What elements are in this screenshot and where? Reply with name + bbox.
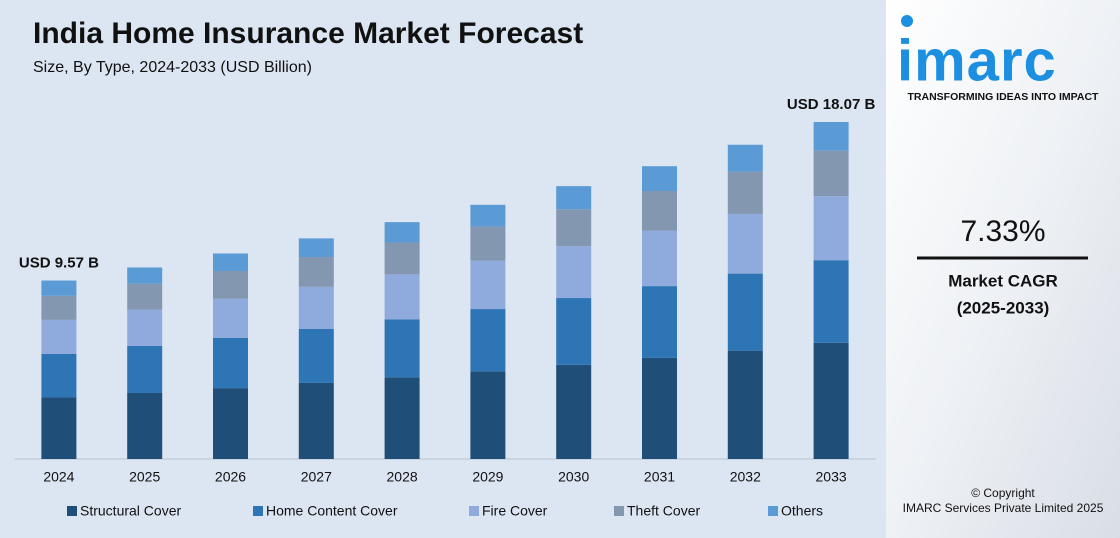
bar-segment: [642, 191, 677, 231]
chart-subtitle: Size, By Type, 2024-2033 (USD Billion): [33, 59, 312, 76]
x-tick-label: 2025: [129, 469, 160, 485]
bar-segment: [298, 238, 334, 258]
bar-segment: [642, 230, 677, 287]
bar-segment: [813, 150, 849, 197]
x-tick-label: 2027: [301, 469, 332, 485]
bar-segment: [813, 122, 849, 151]
bar-segment: [127, 267, 163, 284]
bar-segment: [213, 253, 248, 272]
bar-segment: [384, 274, 420, 320]
bar-segment: [127, 283, 163, 310]
legend-swatch: [253, 506, 263, 516]
logo-dot: [901, 15, 913, 27]
bar-segment: [642, 357, 677, 459]
x-tick-label: 2026: [215, 469, 246, 485]
bar-segment: [556, 186, 592, 210]
bar-segment: [556, 364, 592, 459]
bar-segment: [384, 377, 420, 459]
bar-segment: [470, 204, 506, 227]
legend-label: Fire Cover: [482, 503, 548, 519]
bar-segment: [213, 271, 248, 299]
bar-segment: [642, 286, 677, 358]
bar-segment: [727, 213, 763, 274]
bar-segment: [556, 298, 592, 365]
bar-segment: [727, 350, 763, 459]
bar-segment: [298, 286, 334, 329]
bar-segment: [470, 309, 506, 372]
legend-swatch: [469, 506, 479, 516]
bar-segment: [384, 222, 420, 243]
x-tick-label: 2032: [730, 469, 761, 485]
legend-swatch: [614, 506, 624, 516]
legend-swatch: [67, 506, 77, 516]
bar-segment: [41, 295, 77, 320]
x-tick-label: 2031: [644, 469, 675, 485]
chart-title: India Home Insurance Market Forecast: [33, 17, 583, 50]
bar-segment: [556, 209, 592, 247]
bar-segment: [727, 273, 763, 351]
copyright: © Copyright: [971, 486, 1035, 500]
total-label: USD 18.07 B: [787, 96, 876, 113]
bar-segment: [470, 226, 506, 261]
x-tick-label: 2033: [816, 469, 847, 485]
bar-segment: [727, 171, 763, 214]
bar-segment: [127, 309, 163, 346]
legend-swatch: [768, 506, 778, 516]
bar-segment: [41, 397, 77, 459]
legend-label: Structural Cover: [80, 503, 181, 519]
bar-segment: [213, 388, 248, 459]
cagr-period: (2025-2033): [957, 298, 1050, 317]
bar-segment: [727, 144, 763, 172]
cagr-label: Market CAGR: [948, 271, 1058, 290]
sidebar-background: [886, 0, 1120, 538]
bar-segment: [813, 260, 849, 343]
bar-segment: [41, 280, 77, 296]
bar-segment: [298, 328, 334, 383]
bar-segment: [470, 371, 506, 459]
x-tick-label: 2029: [472, 469, 503, 485]
bar-segment: [127, 392, 163, 459]
bar-segment: [41, 319, 77, 354]
x-tick-label: 2030: [558, 469, 589, 485]
bar-segment: [384, 319, 420, 378]
bar-segment: [213, 298, 248, 338]
tagline: TRANSFORMING IDEAS INTO IMPACT: [908, 91, 1100, 103]
company: IMARC Services Private Limited 2025: [903, 501, 1104, 515]
bar-segment: [41, 353, 77, 398]
bar-segment: [298, 382, 334, 459]
bar-segment: [127, 345, 163, 393]
bar-segment: [813, 196, 849, 261]
bar-segment: [470, 260, 506, 310]
bar-segment: [384, 242, 420, 275]
x-tick-label: 2028: [387, 469, 418, 485]
bar-segment: [556, 246, 592, 299]
bar-segment: [298, 257, 334, 287]
total-label: USD 9.57 B: [19, 254, 99, 271]
legend-label: Theft Cover: [627, 503, 700, 519]
cagr-value: 7.33%: [960, 215, 1045, 248]
bar-segment: [642, 166, 677, 192]
logo: imarc: [897, 28, 1057, 93]
bar-segment: [813, 342, 849, 459]
x-tick-label: 2024: [43, 469, 74, 485]
legend-label: Home Content Cover: [266, 503, 398, 519]
legend-label: Others: [781, 503, 823, 519]
bar-segment: [213, 337, 248, 389]
